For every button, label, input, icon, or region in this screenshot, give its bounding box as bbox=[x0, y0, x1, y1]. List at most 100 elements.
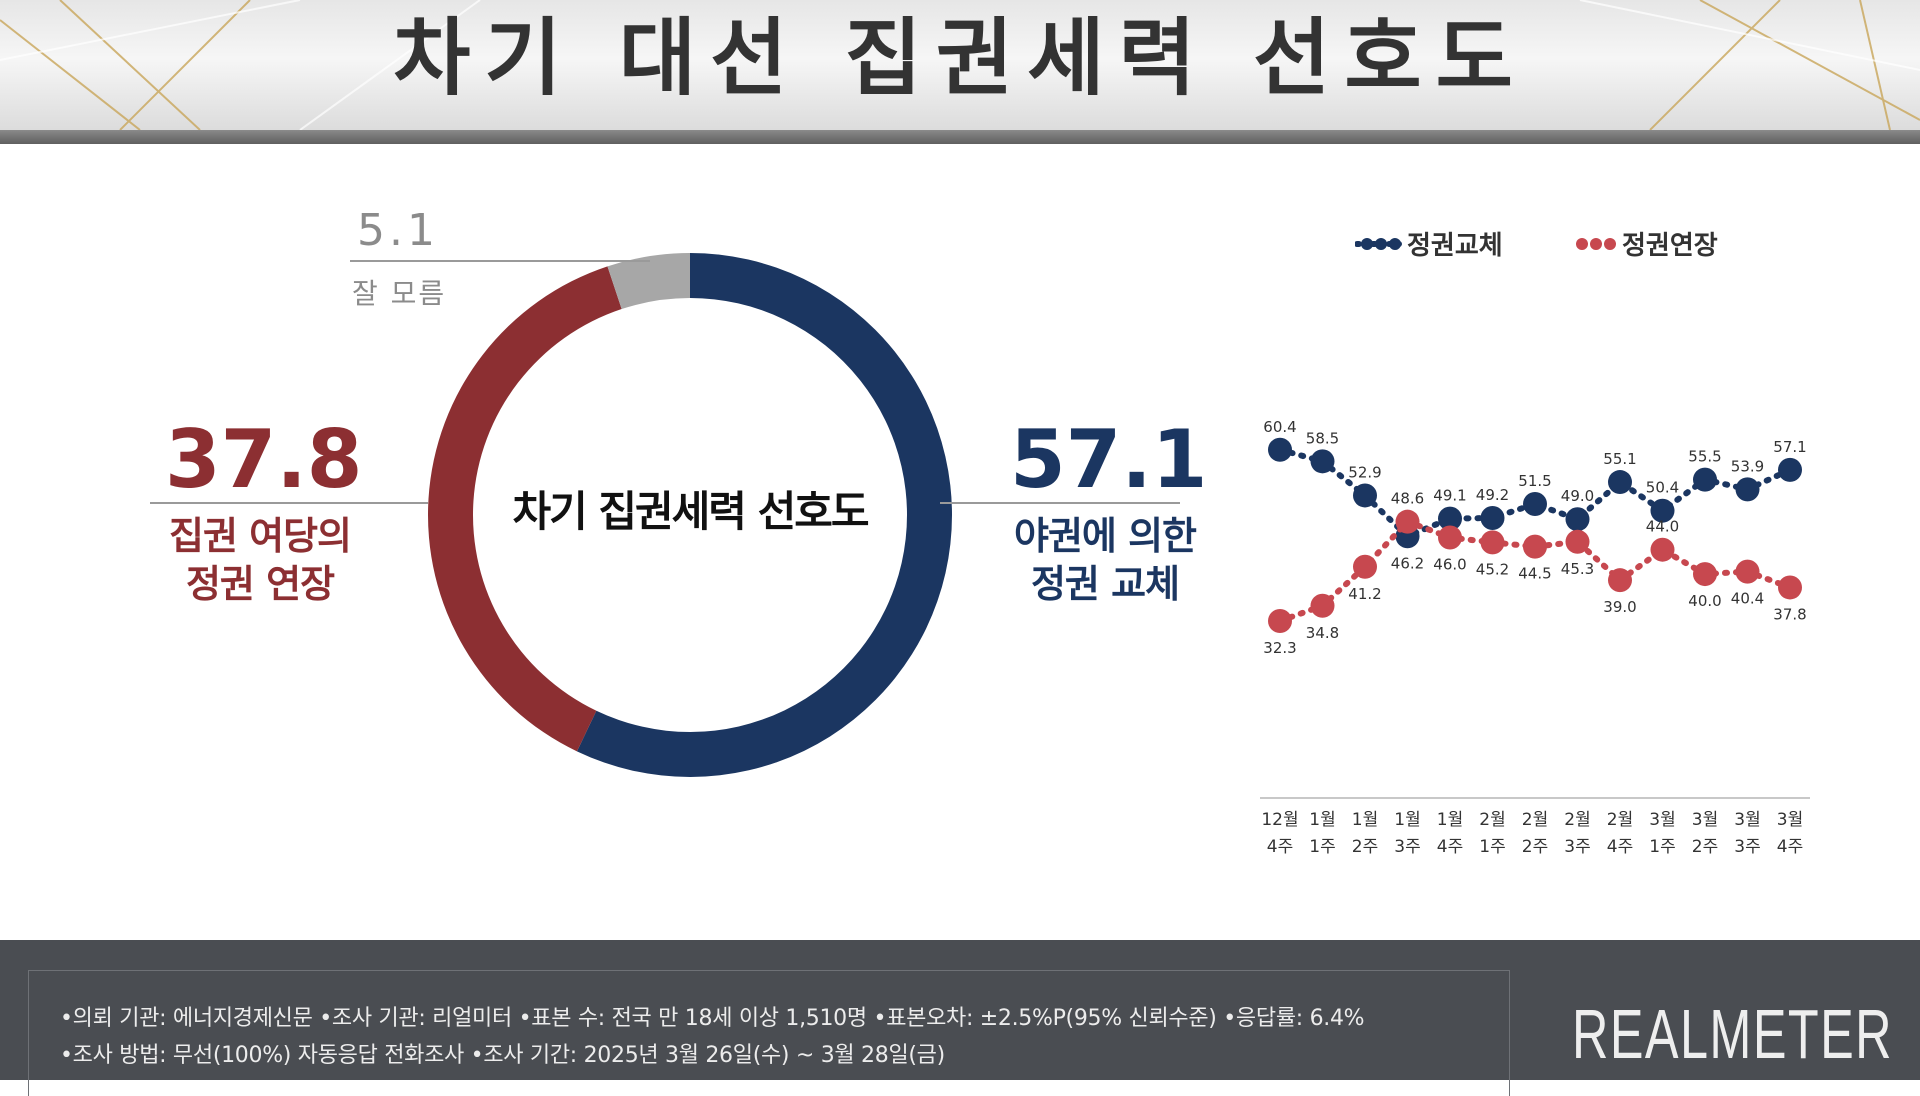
x-tick-label-week: 3주 bbox=[1564, 837, 1590, 857]
x-tick-label-month: 3월 bbox=[1777, 810, 1803, 830]
series-1-data-label: 46.0 bbox=[1433, 556, 1466, 574]
series-1-point bbox=[1353, 554, 1377, 579]
series-1-point bbox=[1395, 509, 1420, 534]
unknown-label: 잘 모름 bbox=[352, 277, 447, 310]
header-banner: 차기 대선 집권세력 선호도 bbox=[0, 0, 1920, 130]
trend-line-chart: 60.4 58.5 52.9 46.2 49.1 49.2 51.5 49.0 55.1 50.4… bbox=[1260, 418, 1810, 857]
x-tick-label-month: 1월 bbox=[1352, 810, 1378, 830]
series-0-point bbox=[1438, 506, 1462, 531]
x-tick-label-week: 2주 bbox=[1522, 837, 1548, 857]
series-1-data-label: 34.8 bbox=[1306, 624, 1339, 642]
realmeter-logo: REALMETER bbox=[1572, 995, 1894, 1073]
donut-slice-2 bbox=[607, 253, 690, 310]
series-0-point bbox=[1310, 449, 1335, 474]
unknown-guide-line bbox=[350, 260, 650, 262]
series-0-point bbox=[1268, 437, 1292, 462]
series-1-point bbox=[1650, 537, 1675, 562]
header-divider bbox=[0, 130, 1920, 144]
x-tick-label-week: 1주 bbox=[1479, 837, 1505, 857]
legend-marker-blue-icon bbox=[1355, 237, 1403, 250]
series-1-point bbox=[1268, 608, 1292, 633]
series-1-data-label: 44.5 bbox=[1518, 565, 1551, 583]
series-1-data-label: 40.4 bbox=[1731, 590, 1764, 608]
x-tick-label-week: 1주 bbox=[1649, 837, 1675, 857]
chart-legend: 정권교체 정권연장 bbox=[1355, 225, 1775, 265]
series-1-data-label: 32.3 bbox=[1263, 639, 1296, 657]
series-1-data-label: 40.0 bbox=[1688, 592, 1721, 610]
x-tick-label-week: 1주 bbox=[1309, 837, 1335, 857]
series-1-point bbox=[1778, 575, 1802, 600]
x-tick-label-month: 2월 bbox=[1607, 810, 1633, 830]
series-0-data-label: 55.5 bbox=[1688, 448, 1721, 466]
series-1-point bbox=[1480, 530, 1505, 555]
change-label: 야권에 의한 정권 교체 bbox=[995, 512, 1215, 608]
x-tick-label-month: 2월 bbox=[1522, 810, 1548, 830]
series-0-point bbox=[1693, 467, 1717, 492]
series-0-data-label: 55.1 bbox=[1603, 450, 1636, 468]
series-0-data-label: 53.9 bbox=[1731, 457, 1764, 475]
change-label-line2: 정권 교체 bbox=[1030, 562, 1180, 606]
series-1-point bbox=[1310, 593, 1335, 618]
donut-slice-0 bbox=[576, 253, 952, 778]
series-0-point bbox=[1353, 483, 1377, 508]
series-1-point bbox=[1693, 562, 1717, 587]
series-0-data-label: 60.4 bbox=[1263, 418, 1296, 436]
legend-marker-red-icon bbox=[1576, 237, 1616, 250]
x-tick-label-week: 4주 bbox=[1437, 837, 1463, 857]
x-tick-label-month: 3월 bbox=[1692, 810, 1718, 830]
series-0-data-label: 52.9 bbox=[1348, 463, 1381, 481]
x-tick-label-week: 4주 bbox=[1267, 837, 1293, 857]
series-1-data-label: 45.3 bbox=[1561, 560, 1594, 578]
series-0-point bbox=[1735, 477, 1760, 502]
series-1-data-label: 44.0 bbox=[1646, 518, 1679, 536]
footer: •의뢰 기관: 에너지경제신문 •조사 기관: 리얼미터 •표본 수: 전국 만… bbox=[0, 940, 1920, 1096]
x-tick-label-month: 2월 bbox=[1564, 810, 1590, 830]
series-0-point bbox=[1608, 470, 1632, 495]
series-0-data-label: 58.5 bbox=[1306, 429, 1339, 447]
series-1-point bbox=[1608, 568, 1632, 593]
series-0-point bbox=[1523, 491, 1547, 516]
page-title: 차기 대선 집권세력 선호도 bbox=[393, 9, 1527, 107]
series-0-point bbox=[1778, 457, 1802, 482]
change-value: 57.1 bbox=[1010, 413, 1208, 506]
series-0-data-label: 57.1 bbox=[1773, 438, 1806, 456]
survey-note-line-1: •의뢰 기관: 에너지경제신문 •조사 기관: 리얼미터 •표본 수: 전국 만… bbox=[60, 1006, 1365, 1031]
x-tick-label-week: 2주 bbox=[1352, 837, 1378, 857]
x-tick-label-month: 2월 bbox=[1479, 810, 1505, 830]
series-1-data-label: 45.2 bbox=[1476, 560, 1509, 578]
series-0-data-label: 46.2 bbox=[1391, 554, 1424, 572]
x-tick-label-month: 1월 bbox=[1394, 810, 1420, 830]
survey-notes-box bbox=[28, 970, 1510, 1096]
series-1-data-label: 37.8 bbox=[1773, 605, 1806, 623]
series-1-point bbox=[1735, 559, 1760, 584]
legend-label-extension: 정권연장 bbox=[1622, 231, 1718, 261]
x-tick-label-week: 3주 bbox=[1394, 837, 1420, 857]
x-tick-label-month: 12월 bbox=[1261, 810, 1298, 830]
x-tick-label-week: 3주 bbox=[1734, 837, 1760, 857]
legend-label-change: 정권교체 bbox=[1407, 231, 1503, 261]
donut-center-label: 차기 집권세력 선호도 bbox=[512, 487, 869, 536]
x-tick-label-month: 1월 bbox=[1437, 810, 1463, 830]
extension-value: 37.8 bbox=[165, 413, 363, 506]
x-tick-label-month: 3월 bbox=[1649, 810, 1675, 830]
series-0-point bbox=[1650, 498, 1675, 523]
extension-label: 집권 여당의 정권 연장 bbox=[150, 512, 370, 608]
series-0-data-label: 49.1 bbox=[1433, 487, 1466, 505]
series-0-data-label: 51.5 bbox=[1518, 472, 1551, 490]
series-1-point bbox=[1523, 534, 1547, 559]
survey-note-line-2: •조사 방법: 무선(100%) 자동응답 전화조사 •조사 기간: 2025년… bbox=[60, 1043, 945, 1068]
extension-label-line2: 정권 연장 bbox=[185, 562, 335, 606]
series-1-point bbox=[1565, 529, 1590, 554]
header-decoration bbox=[0, 0, 1920, 130]
series-0-data-label: 49.0 bbox=[1561, 487, 1594, 505]
unknown-value: 5.1 bbox=[357, 205, 439, 256]
x-tick-label-month: 1월 bbox=[1309, 810, 1335, 830]
x-tick-label-week: 4주 bbox=[1607, 837, 1633, 857]
x-tick-label-month: 3월 bbox=[1734, 810, 1760, 830]
donut-chart bbox=[427, 253, 952, 778]
series-0-data-label: 49.2 bbox=[1476, 486, 1509, 504]
left-guide-line bbox=[150, 502, 428, 504]
series-0-point bbox=[1480, 506, 1505, 530]
series-0-data-label: 50.4 bbox=[1646, 479, 1679, 497]
right-guide-line bbox=[940, 502, 1180, 504]
